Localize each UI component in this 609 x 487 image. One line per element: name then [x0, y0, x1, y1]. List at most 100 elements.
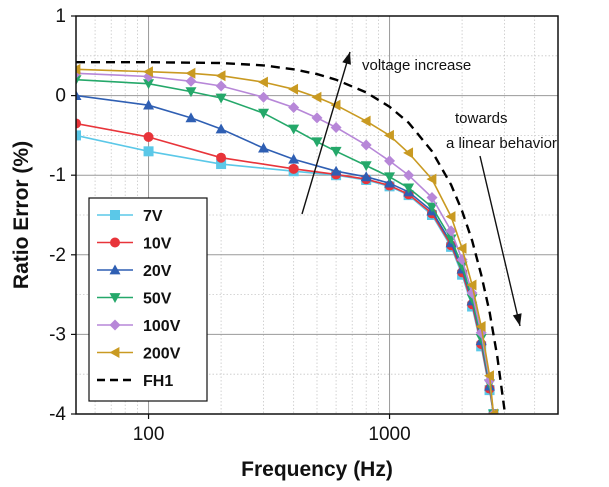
annotation-towards: towards [455, 110, 508, 127]
series-line-fh1 [76, 61, 506, 411]
data-point-20v [76, 90, 82, 100]
data-point-7v [76, 130, 81, 141]
y-tick-label: -4 [49, 404, 66, 425]
voltage-increase-arrow [301, 51, 351, 215]
legend-label-100v: 100V [143, 318, 181, 335]
voltage-increase-arrow-head [342, 52, 351, 65]
data-point-100v [456, 254, 468, 266]
x-axis-title: Frequency (Hz) [241, 458, 393, 481]
series-line-50v [76, 78, 495, 414]
data-point-10v [216, 152, 227, 163]
data-point-50v [426, 202, 438, 213]
data-point-20v [185, 112, 197, 123]
data-point-50v [288, 124, 300, 135]
legend-label-20v: 20V [143, 263, 172, 280]
linear-behavior-arrow [479, 155, 522, 327]
legend-item-fh1: FH1 [97, 373, 173, 390]
x-tick-label: 100 [133, 424, 165, 445]
legend-swatch-marker [109, 319, 121, 331]
data-point-100v [330, 121, 342, 133]
x-tick-label: 1000 [368, 424, 410, 445]
data-point-200v [445, 211, 456, 223]
legend-item-50v: 50V [97, 291, 172, 308]
data-point-50v [384, 172, 396, 183]
data-point-200v [475, 320, 486, 332]
data-point-50v [475, 333, 487, 344]
data-point-100v [215, 80, 227, 92]
data-point-100v [445, 225, 457, 237]
series-50v [76, 75, 500, 414]
data-point-100v [185, 75, 197, 87]
legend-label-fh1: FH1 [143, 373, 173, 390]
data-point-20v [143, 99, 155, 110]
data-point-200v [426, 173, 437, 185]
data-point-200v [466, 279, 477, 291]
data-point-50v [76, 75, 82, 86]
legend-item-7v: 7V [97, 208, 163, 225]
data-point-200v [384, 129, 394, 141]
plot-frame [75, 15, 559, 415]
legend: 7V 10V 20V 50V 100V 200V FH1 [88, 197, 208, 402]
data-point-50v [456, 261, 468, 272]
annotation-linear-behavior: a linear behavior [446, 135, 557, 152]
annotation-voltage-increase: voltage increase [362, 57, 471, 74]
legend-swatch-marker [109, 264, 121, 275]
legend-box [88, 197, 208, 402]
axis-ticks: 1 0 -1 -2 -3 -4 100 1000 [49, 6, 411, 445]
data-point-50v [360, 161, 372, 172]
data-point-200v [76, 63, 81, 75]
series-line-100v [76, 72, 495, 414]
data-point-20v [258, 142, 270, 153]
y-tick-label: -2 [49, 245, 66, 266]
linear-behavior-arrow-head [512, 313, 522, 326]
data-point-100v [384, 155, 396, 167]
data-point-7v [216, 159, 227, 170]
legend-item-200v: 200V [97, 346, 181, 363]
data-point-7v [143, 146, 154, 157]
data-point-200v [484, 370, 494, 382]
data-point-20v [215, 123, 227, 134]
data-point-200v [403, 147, 414, 159]
data-point-50v [143, 79, 155, 90]
legend-label-50v: 50V [143, 291, 172, 308]
data-point-50v [185, 87, 197, 98]
data-point-200v [288, 83, 299, 95]
series-fh1 [76, 61, 506, 411]
data-point-100v [360, 139, 372, 151]
data-point-50v [258, 108, 270, 119]
data-point-10v [76, 118, 81, 129]
data-point-50v [311, 137, 323, 148]
data-point-20v [288, 153, 300, 164]
legend-label-200v: 200V [143, 346, 181, 363]
data-point-50v [403, 183, 415, 194]
legend-item-100v: 100V [97, 318, 181, 335]
data-point-200v [330, 99, 341, 111]
data-point-10v [143, 131, 154, 142]
data-point-10v [288, 163, 299, 174]
data-point-20v [360, 171, 372, 182]
legend-swatch-marker [110, 210, 120, 220]
series-200v [76, 63, 498, 414]
legend-label-10v: 10V [143, 236, 172, 253]
legend-swatch-marker [109, 293, 121, 303]
data-point-100v [403, 169, 415, 181]
y-tick-label: -1 [49, 165, 66, 186]
data-point-200v [488, 408, 498, 414]
y-axis-title: Ratio Error (%) [10, 141, 33, 289]
series-layer [76, 61, 506, 414]
data-point-20v [384, 177, 396, 188]
legend-label-7v: 7V [143, 208, 163, 225]
series-line-200v [76, 68, 495, 414]
data-point-200v [185, 67, 196, 79]
data-point-20v [330, 165, 342, 176]
data-point-200v [215, 70, 226, 82]
legend-item-20v: 20V [97, 263, 172, 280]
linear-behavior-arrow-shaft [479, 155, 521, 327]
legend-swatch-marker [109, 347, 120, 358]
data-point-100v [426, 191, 438, 203]
y-tick-label: -3 [49, 324, 66, 345]
legend-item-10v: 10V [97, 236, 172, 253]
data-point-50v [330, 146, 342, 157]
data-point-100v [311, 112, 323, 124]
